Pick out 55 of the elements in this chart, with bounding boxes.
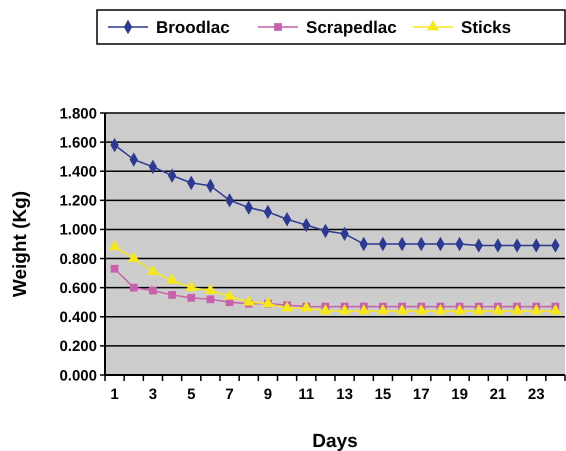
y-tick-label: 1.800 (59, 105, 97, 122)
x-tick-label: 17 (412, 386, 430, 403)
x-tick-label: 15 (374, 386, 392, 403)
point (415, 304, 428, 314)
x-axis-title: Days (312, 431, 358, 451)
point (168, 291, 176, 299)
point (434, 304, 446, 314)
y-tick-label: 1.000 (59, 222, 97, 239)
legend-label: Broodlac (156, 18, 230, 37)
point (110, 264, 118, 273)
point (472, 304, 485, 314)
point (108, 240, 120, 250)
point (128, 252, 140, 262)
y-tick-label: 1.200 (59, 192, 97, 210)
point (492, 304, 504, 314)
x-tick-label: 13 (336, 386, 353, 403)
y-tick-label: 0.200 (59, 338, 97, 356)
point (511, 304, 523, 314)
y-tick-label: 0.600 (59, 280, 97, 297)
point (396, 304, 408, 314)
point (187, 294, 196, 302)
point (377, 304, 389, 314)
point (530, 304, 542, 314)
y-axis-title: Weight (Kg) (10, 190, 31, 298)
point (147, 264, 159, 276)
x-tick-label: 9 (264, 386, 272, 403)
y-tick-label: 1.400 (59, 163, 97, 180)
point (149, 286, 157, 294)
y-tick-label: 0.800 (59, 250, 97, 268)
point (262, 296, 274, 308)
point (224, 290, 236, 300)
point (320, 304, 332, 314)
point (185, 280, 198, 292)
x-tick-label: 7 (225, 386, 234, 403)
x-tick-label: 5 (187, 386, 196, 403)
legend-label: Sticks (461, 18, 512, 37)
x-tick-label: 23 (528, 386, 545, 403)
x-tick-label: 11 (298, 386, 314, 403)
point (242, 295, 255, 306)
point (204, 284, 216, 294)
x-tick-label: 19 (451, 386, 468, 403)
point (550, 304, 562, 314)
point (130, 284, 138, 292)
point (338, 304, 350, 314)
legend-label: Scrapedlac (306, 18, 397, 37)
x-tick-label: 3 (148, 386, 158, 403)
point (166, 274, 178, 284)
point (206, 295, 214, 304)
point (454, 304, 466, 314)
x-tick-label: 21 (490, 386, 506, 403)
y-tick-label: 0.400 (59, 309, 97, 326)
y-tick-label: 0.000 (59, 367, 97, 384)
point (358, 304, 370, 314)
x-tick-label: 1 (110, 386, 119, 403)
y-tick-label: 1.600 (59, 134, 97, 152)
